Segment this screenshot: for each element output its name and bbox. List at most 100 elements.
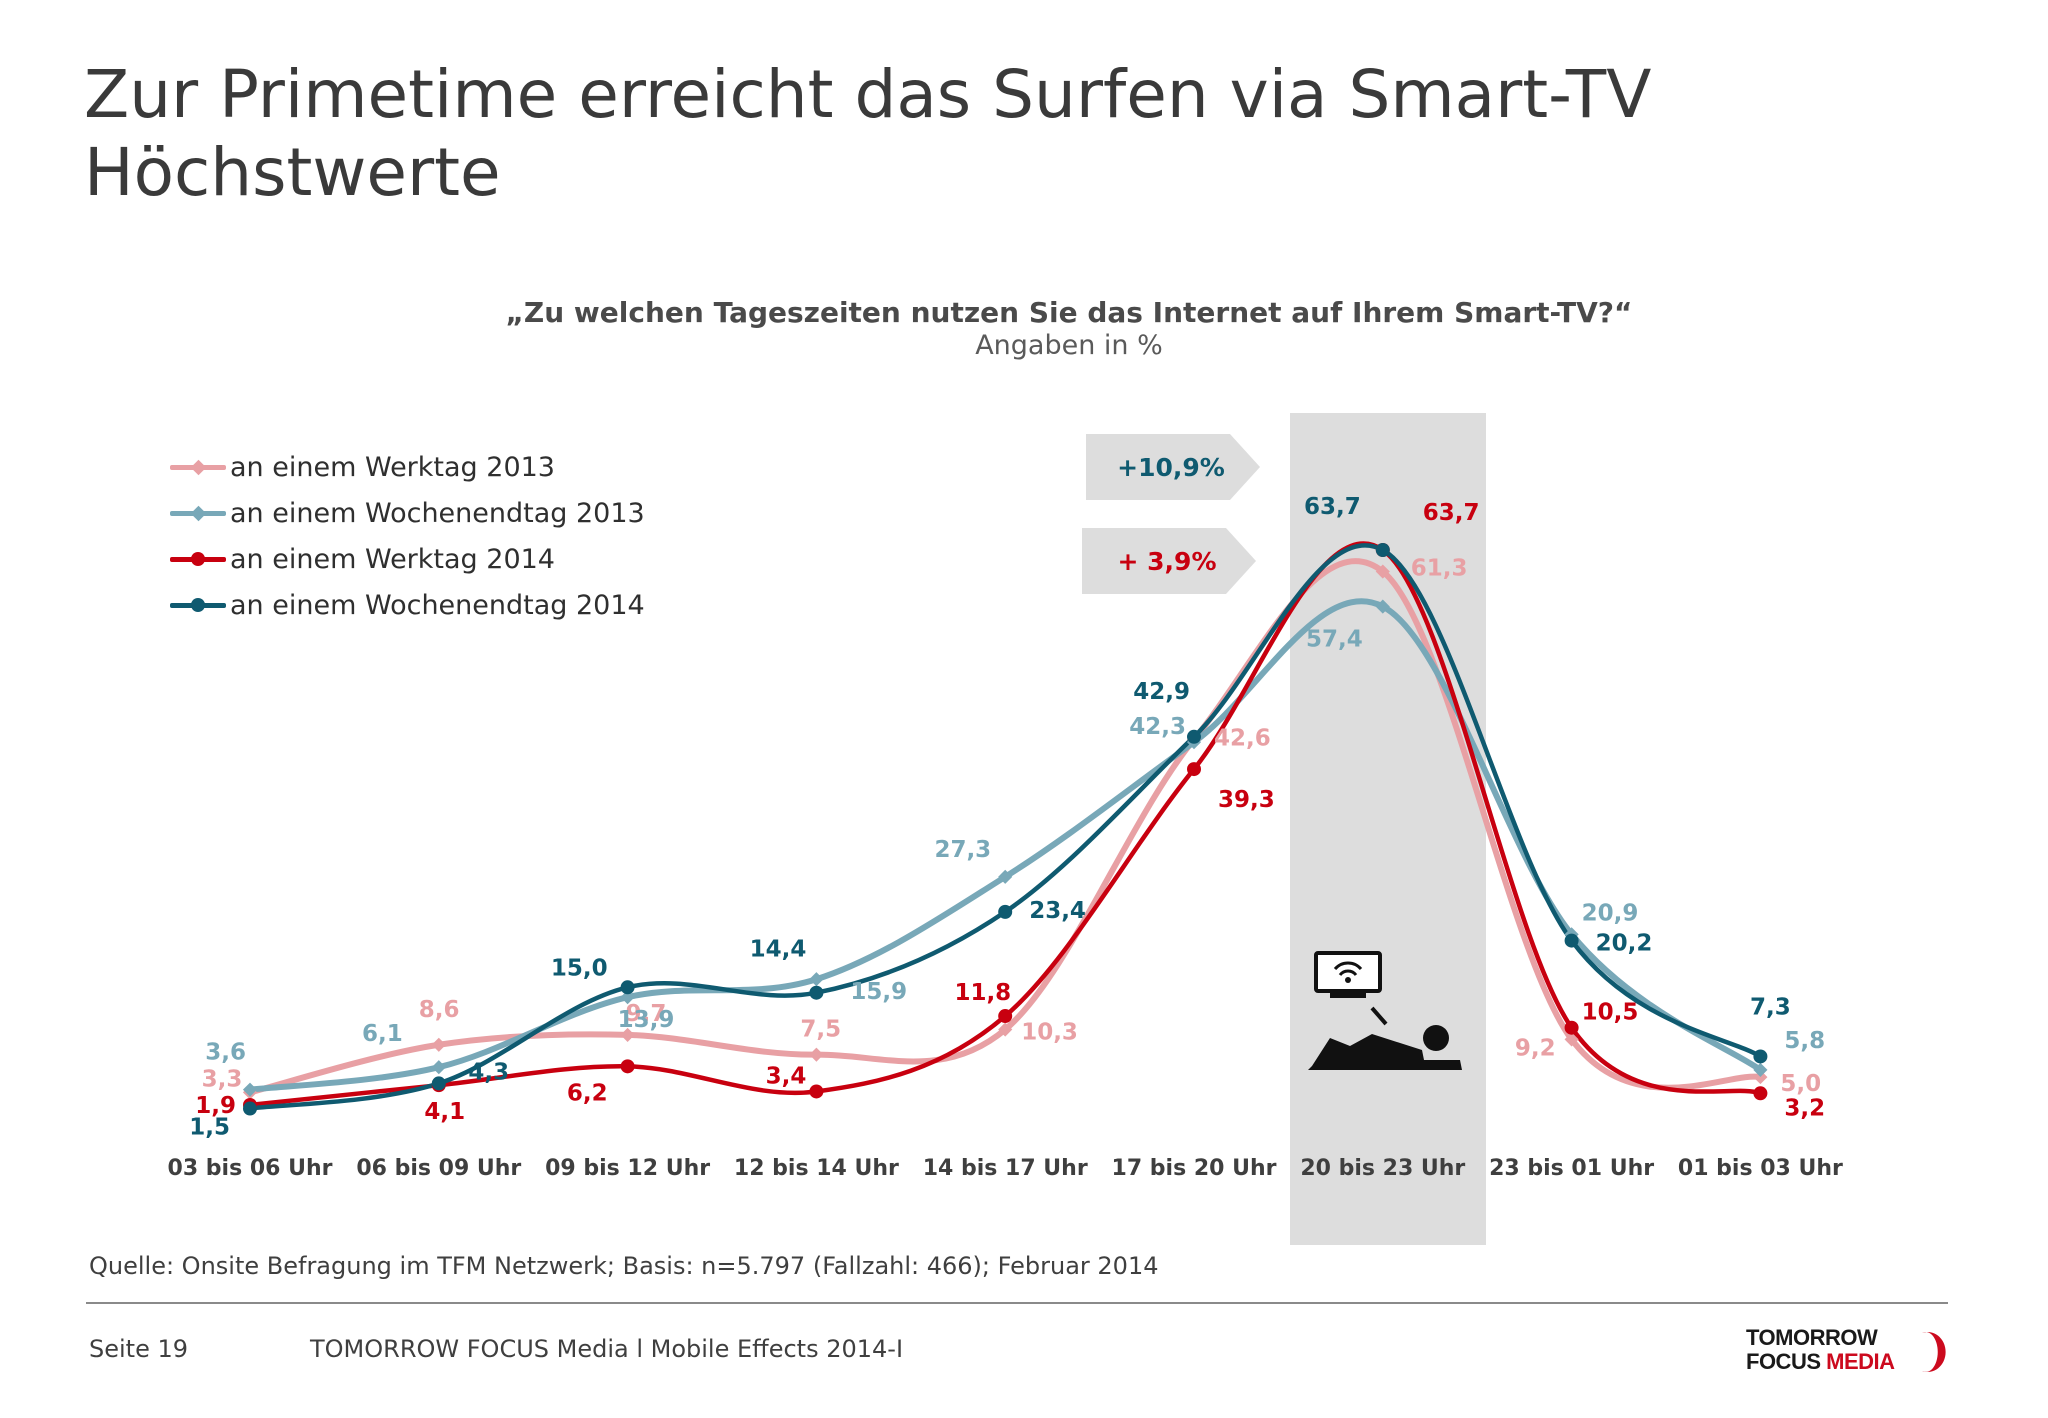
x-tick-label: 12 bis 14 Uhr xyxy=(734,1156,899,1181)
data-label-wochenendtag-2014: 15,0 xyxy=(551,955,608,981)
data-point-werktag-2013 xyxy=(620,1027,635,1042)
series-line-werktag-2013 xyxy=(247,558,1764,1096)
data-point-wochenendtag-2014 xyxy=(1564,933,1579,948)
slide-title: Zur Primetime erreicht das Surfen via Sm… xyxy=(84,56,1652,211)
data-label-wochenendtag-2013: 6,1 xyxy=(362,1021,403,1047)
data-point-wochenendtag-2014 xyxy=(1753,1049,1768,1064)
data-label-werktag-2014: 3,2 xyxy=(1784,1095,1825,1121)
data-point-wochenendtag-2013 xyxy=(998,869,1013,884)
x-tick-label: 01 bis 03 Uhr xyxy=(1678,1156,1843,1181)
data-label-werktag-2013: 5,0 xyxy=(1780,1071,1821,1097)
series-line-wochenendtag-2014 xyxy=(247,543,1763,1111)
legend-swatch-wochenendtag-2014 xyxy=(170,590,226,620)
logo-ring-icon xyxy=(1922,1332,1946,1372)
source-note: Quelle: Onsite Befragung im TFM Netzwerk… xyxy=(89,1252,1159,1280)
x-tick-label: 17 bis 20 Uhr xyxy=(1112,1156,1277,1181)
data-label-wochenendtag-2014: 1,5 xyxy=(189,1115,230,1141)
data-label-werktag-2014: 6,2 xyxy=(567,1080,608,1106)
callout-weekend-growth: +10,9% xyxy=(1086,434,1260,500)
data-label-wochenendtag-2014: 4,3 xyxy=(468,1059,509,1085)
series-line-werktag-2014 xyxy=(247,541,1763,1108)
data-label-wochenendtag-2013: 57,4 xyxy=(1306,627,1363,653)
callout-arrow-shape xyxy=(1082,528,1256,594)
legend-item: an einem Werktag 2014 xyxy=(170,536,645,582)
data-point-wochenendtag-2013 xyxy=(1753,1062,1768,1077)
tv-user-icon xyxy=(1308,951,1462,1070)
data-point-wochenendtag-2014 xyxy=(620,980,635,995)
callout-arrow-shape xyxy=(1086,434,1260,500)
data-label-werktag-2014: 63,7 xyxy=(1423,500,1480,526)
data-point-werktag-2013 xyxy=(1753,1070,1768,1085)
data-label-wochenendtag-2013: 42,3 xyxy=(1129,714,1186,740)
data-label-werktag-2014: 39,3 xyxy=(1218,787,1275,813)
data-point-wochenendtag-2013 xyxy=(242,1082,258,1097)
legend-item: an einem Werktag 2013 xyxy=(170,444,645,490)
data-point-wochenendtag-2014 xyxy=(1375,543,1390,557)
data-point-werktag-2013 xyxy=(998,1022,1013,1037)
data-point-wochenendtag-2014 xyxy=(809,985,824,1000)
legend-item: an einem Wochenendtag 2013 xyxy=(170,490,645,536)
legend-item: an einem Wochenendtag 2014 xyxy=(170,582,645,628)
data-point-wochenendtag-2013 xyxy=(809,972,824,987)
data-label-wochenendtag-2013: 27,3 xyxy=(934,837,991,863)
data-label-wochenendtag-2014: 7,3 xyxy=(1750,994,1791,1020)
unit-note: Angaben in % xyxy=(975,330,1163,361)
callout-text: +10,9% xyxy=(1117,452,1225,482)
data-point-wochenendtag-2014 xyxy=(1187,729,1201,744)
data-point-werktag-2014 xyxy=(1753,1086,1768,1101)
logo-line-2: FOCUS MEDIA xyxy=(1746,1349,1895,1374)
data-point-wochenendtag-2013 xyxy=(1375,599,1390,614)
data-label-werktag-2014: 4,1 xyxy=(424,1099,465,1125)
callout-text: + 3,9% xyxy=(1117,546,1217,576)
x-tick-label: 14 bis 17 Uhr xyxy=(923,1156,1088,1181)
data-point-wochenendtag-2014 xyxy=(243,1101,257,1116)
legend-label: an einem Wochenendtag 2014 xyxy=(230,589,645,621)
highlight-band xyxy=(1290,413,1486,1245)
data-label-werktag-2014: 11,8 xyxy=(954,980,1011,1006)
data-point-wochenendtag-2013 xyxy=(431,1060,446,1075)
chart-question: „Zu welchen Tageszeiten nutzen Sie das I… xyxy=(505,296,1633,329)
legend-swatch-wochenendtag-2013 xyxy=(170,498,226,528)
data-label-wochenendtag-2013: 5,8 xyxy=(1784,1028,1825,1054)
line-chart: 03 bis 06 Uhr 06 bis 09 Uhr 09 bis 12 Uhr 1… xyxy=(168,413,1844,1245)
legend-label: an einem Werktag 2014 xyxy=(230,543,555,575)
data-label-werktag-2013: 61,3 xyxy=(1411,556,1468,582)
data-point-wochenendtag-2014 xyxy=(431,1076,446,1091)
data-label-wochenendtag-2013: 3,6 xyxy=(205,1040,246,1066)
data-label-werktag-2013: 7,5 xyxy=(800,1017,841,1043)
x-tick-label: 09 bis 12 Uhr xyxy=(545,1156,710,1181)
x-axis-labels: 03 bis 06 Uhr 06 bis 09 Uhr 09 bis 12 Uhr 1… xyxy=(168,1156,1844,1181)
data-label-werktag-2014: 10,5 xyxy=(1582,1000,1639,1026)
data-label-wochenendtag-2014: 20,2 xyxy=(1596,931,1653,957)
legend-label: an einem Werktag 2013 xyxy=(230,451,555,483)
data-point-werktag-2013 xyxy=(1375,564,1390,579)
legend-swatch-werktag-2013 xyxy=(170,452,226,482)
data-label-wochenendtag-2014: 63,7 xyxy=(1304,494,1361,520)
x-tick-label: 23 bis 01 Uhr xyxy=(1489,1156,1654,1181)
series-markers xyxy=(242,543,1768,1116)
data-point-werktag-2014 xyxy=(1187,762,1201,777)
data-label-wochenendtag-2014: 14,4 xyxy=(750,937,807,963)
data-label-werktag-2013: 9,7 xyxy=(626,1001,667,1027)
page-number: Seite 19 xyxy=(89,1335,189,1363)
data-point-werktag-2014 xyxy=(1564,1020,1579,1035)
data-label-werktag-2013: 9,2 xyxy=(1515,1035,1556,1061)
data-label-werktag-2013: 10,3 xyxy=(1021,1020,1078,1046)
brand-logo: TOMORROW FOCUS MEDIA xyxy=(1746,1326,1946,1376)
data-point-wochenendtag-2014 xyxy=(998,904,1013,919)
data-point-werktag-2014 xyxy=(809,1084,824,1099)
x-tick-label: 20 bis 23 Uhr xyxy=(1300,1156,1465,1181)
legend: an einem Werktag 2013 an einem Wochenend… xyxy=(170,444,645,628)
data-label-wochenendtag-2013: 13,9 xyxy=(618,1007,675,1033)
data-label-wochenendtag-2014: 42,9 xyxy=(1133,679,1190,705)
footer-divider xyxy=(86,1302,1948,1304)
data-label-werktag-2013: 3,3 xyxy=(202,1066,243,1092)
data-label-werktag-2013: 42,6 xyxy=(1214,725,1271,751)
data-point-werktag-2013 xyxy=(431,1037,446,1052)
data-label-werktag-2014: 3,4 xyxy=(766,1063,807,1089)
footer-title: TOMORROW FOCUS Media l Mobile Effects 20… xyxy=(310,1335,904,1363)
callout-weekday-growth: + 3,9% xyxy=(1082,528,1256,594)
data-point-werktag-2014 xyxy=(998,1009,1013,1024)
data-label-wochenendtag-2013: 15,9 xyxy=(850,979,907,1005)
data-point-wochenendtag-2013 xyxy=(620,990,635,1005)
